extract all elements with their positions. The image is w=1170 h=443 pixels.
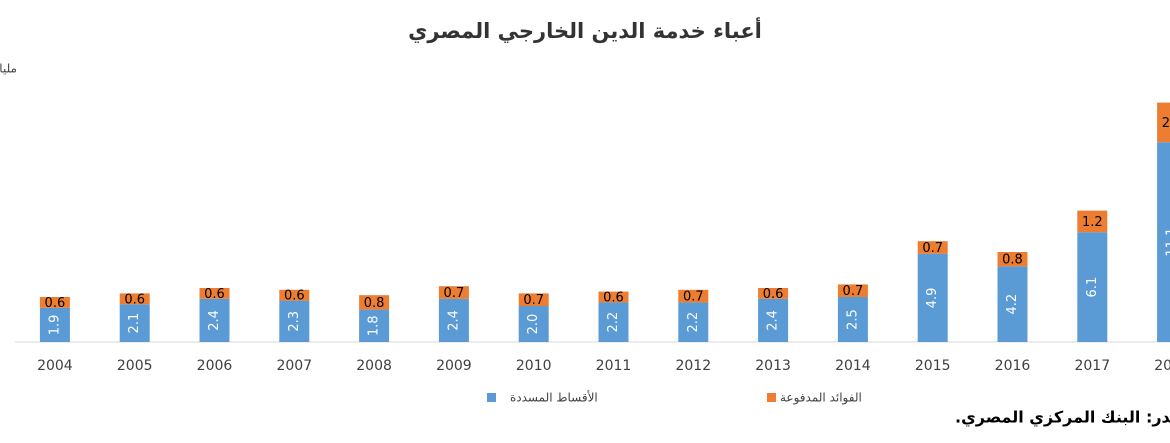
data-label: 0.6 [45, 296, 66, 311]
bar-segment [119, 293, 150, 305]
legend-label: الفوائد المدفوعة [780, 391, 862, 406]
data-label: 0.7 [922, 241, 943, 256]
data-label: 0.7 [444, 286, 465, 301]
data-label: 2.1 [127, 313, 142, 334]
data-label: 2.2 [686, 312, 701, 333]
x-tick-label: 2016 [995, 358, 1031, 374]
data-label: 2.4 [766, 310, 781, 331]
x-tick-label: 2018 [1154, 358, 1170, 374]
legend-label: الأقساط المسددة [510, 390, 598, 405]
data-label: 0.6 [204, 287, 225, 302]
data-label: 1.8 [367, 315, 382, 336]
bar-segment [997, 266, 1028, 342]
x-tick-label: 2010 [516, 358, 552, 374]
x-tick-label: 2014 [835, 358, 871, 374]
bar-segment [598, 302, 629, 342]
bar-segment [279, 289, 310, 301]
data-label: 2.3 [287, 311, 302, 332]
data-label: 6.1 [1085, 277, 1100, 298]
bar-segment [39, 307, 70, 342]
data-label: 0.6 [763, 287, 784, 302]
bar-segment [39, 297, 70, 308]
bar-segment [119, 304, 150, 342]
data-label: 2.2 [1162, 116, 1170, 131]
bar-segment [917, 241, 948, 254]
x-tick-label: 2008 [356, 358, 392, 374]
data-label: 0.7 [523, 293, 544, 308]
bar-segment [518, 293, 549, 306]
bar-segment [199, 298, 230, 342]
x-tick-label: 2007 [276, 358, 312, 374]
x-tick-label: 2005 [117, 358, 153, 374]
x-tick-label: 2012 [675, 358, 711, 374]
x-tick-label: 2009 [436, 358, 472, 374]
data-label: 4.2 [1005, 294, 1020, 315]
bar-segment [438, 286, 469, 299]
x-tick-label: 2017 [1074, 358, 1110, 374]
data-label: 0.8 [1002, 253, 1023, 268]
chart-title: أعباء خدمة الدين الخارجي المصري [408, 16, 762, 44]
bar-segment [1077, 232, 1108, 342]
x-tick-label: 2011 [596, 358, 632, 374]
bar-segment [997, 252, 1028, 267]
bar-segment [837, 284, 868, 297]
bar-segment [917, 253, 948, 342]
bar-segment [678, 302, 709, 342]
bar-segment [518, 306, 549, 342]
bar-segment [837, 297, 868, 342]
x-tick-label: 2013 [755, 358, 791, 374]
data-label: 2.0 [526, 314, 541, 335]
source-note: المصدر: البنك المركزي المصري. [955, 408, 1170, 428]
data-label: 0.7 [683, 290, 704, 305]
x-tick-label: 2006 [197, 358, 233, 374]
data-label: 2.4 [207, 310, 222, 331]
bar-segment [678, 289, 709, 303]
y-axis-label: مليار دولار [0, 62, 17, 77]
data-label: 1.9 [47, 315, 62, 336]
bar-segment [359, 295, 390, 310]
data-label: 0.7 [843, 284, 864, 299]
bar-segment [199, 288, 230, 299]
data-label: 0.6 [284, 289, 305, 304]
bar-segment [1157, 142, 1170, 342]
bar-segment [438, 298, 469, 342]
data-label: 11.1 [1165, 228, 1170, 257]
bar-segment [758, 288, 789, 299]
x-tick-label: 2015 [915, 358, 951, 374]
bar-segment [598, 291, 629, 303]
legend-swatch [767, 393, 776, 402]
bar-segment [1157, 102, 1170, 143]
data-label: 2.4 [446, 310, 461, 331]
data-label: 0.8 [364, 296, 385, 311]
x-tick-label: 2004 [37, 358, 73, 374]
data-label: 4.9 [925, 288, 940, 309]
data-label: 0.6 [124, 292, 145, 307]
data-label: 1.2 [1082, 215, 1103, 230]
bar-segment [1077, 210, 1108, 233]
data-label: 0.6 [603, 291, 624, 306]
bar-segment [758, 298, 789, 342]
legend-swatch [487, 393, 496, 402]
data-label: 2.5 [845, 309, 860, 330]
data-label: 2.2 [606, 312, 621, 333]
bar-segment [359, 309, 390, 342]
bar-segment [279, 300, 310, 342]
